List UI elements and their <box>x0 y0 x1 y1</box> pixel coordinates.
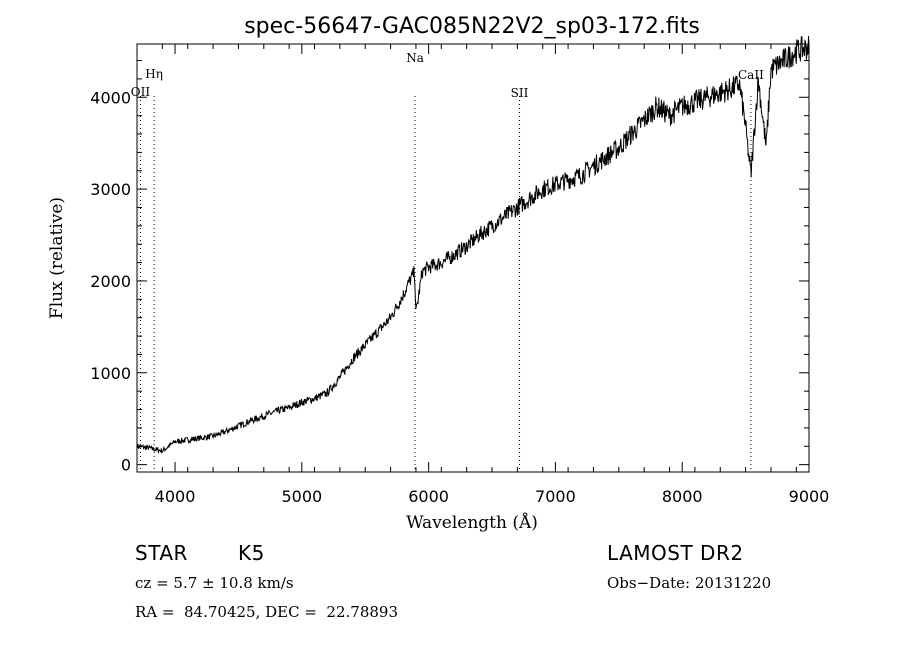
object-type: STAR <box>135 541 188 565</box>
x-tick-label: 6000 <box>408 487 449 506</box>
line-marker-label: OII <box>131 85 151 99</box>
spectrum-line <box>136 35 810 455</box>
x-tick-label: 7000 <box>535 487 576 506</box>
x-tick-label: 5000 <box>281 487 322 506</box>
plot-frame <box>136 43 810 473</box>
obs-date: Obs−Date: 20131220 <box>607 574 772 592</box>
y-tick-label: 1000 <box>90 364 131 383</box>
x-axis-label: Wavelength (Å) <box>406 512 538 533</box>
x-tick-label: 8000 <box>662 487 703 506</box>
x-tick-label: 9000 <box>789 487 830 506</box>
object-subclass: K5 <box>238 541 265 565</box>
line-marker-label: Hη <box>145 67 163 81</box>
cz-value: cz = 5.7 ± 10.8 km/s <box>135 574 294 592</box>
x-tick-label: 4000 <box>155 487 196 506</box>
survey-name: LAMOST DR2 <box>607 541 744 565</box>
y-tick-label: 2000 <box>90 272 131 291</box>
axis-ticks <box>136 44 810 472</box>
line-marker-label: Na <box>406 51 424 65</box>
y-tick-label: 0 <box>121 456 131 475</box>
line-marker-label: CaII <box>738 68 764 82</box>
y-tick-label: 3000 <box>90 180 131 199</box>
y-tick-label: 4000 <box>90 88 131 107</box>
line-marker-label: SII <box>511 86 529 100</box>
y-axis-label: Flux (relative) <box>47 197 67 319</box>
y-tick-labels: 0 1000 2000 3000 4000 <box>90 88 131 474</box>
chart-title: spec-56647-GAC085N22V2_sp03-172.fits <box>244 14 700 39</box>
x-tick-labels: 4000 5000 6000 7000 8000 9000 <box>155 487 830 506</box>
coordinates: RA = 84.70425, DEC = 22.78893 <box>135 603 399 621</box>
